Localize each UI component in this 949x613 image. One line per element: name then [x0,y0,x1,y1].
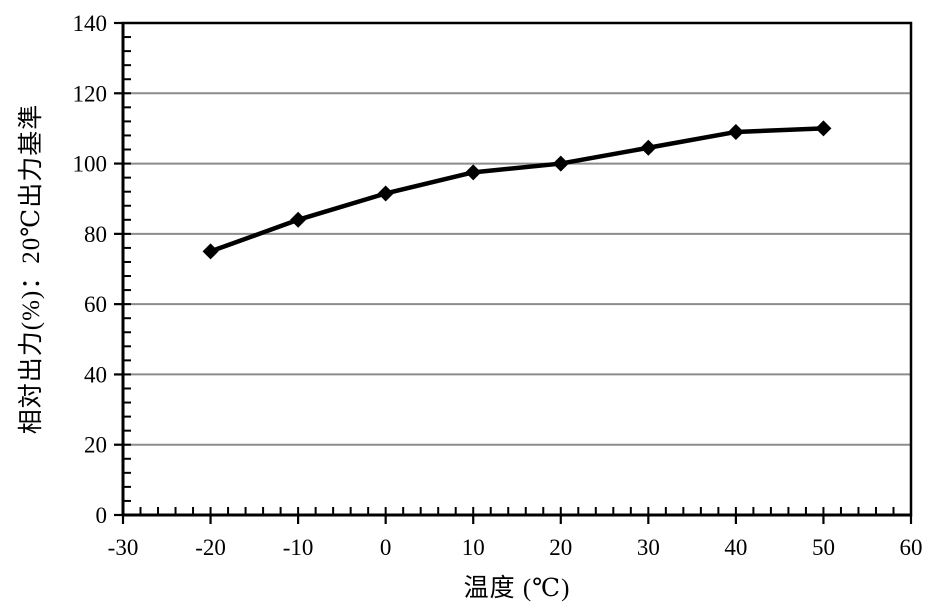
x-tick-label: 10 [462,535,485,560]
x-tick-label: 60 [900,535,923,560]
data-point-marker [202,243,219,260]
data-point-marker [640,139,657,156]
y-tick-label: 100 [73,152,108,177]
y-tick-label: 140 [73,11,108,36]
data-point-marker [290,211,307,228]
data-point-marker [552,155,569,172]
x-tick-label: 50 [812,535,835,560]
data-point-marker [465,164,482,181]
plot-border [121,21,913,517]
y-tick-label: 80 [84,222,107,247]
y-tick-label: 120 [73,81,108,106]
x-axis-title: 温度 (℃) [463,575,571,602]
x-tick-label: -20 [195,535,226,560]
data-point-marker [727,123,744,140]
data-point-marker [815,120,832,137]
x-tick-label: -30 [108,535,139,560]
data-point-marker [377,185,394,202]
y-tick-label: 0 [96,503,108,528]
x-tick-label: 0 [380,535,392,560]
data-line [208,126,826,254]
y-tick-label: 20 [84,433,107,458]
x-tick-label: 20 [549,535,572,560]
y-tick-label: 60 [84,292,107,317]
y-axis-title: 相対出力(%)：20℃出力基準 [18,103,45,435]
y-tick-label: 40 [84,362,107,387]
x-tick-label: 40 [724,535,747,560]
x-tick-label: -10 [283,535,314,560]
x-tick-label: 30 [637,535,660,560]
